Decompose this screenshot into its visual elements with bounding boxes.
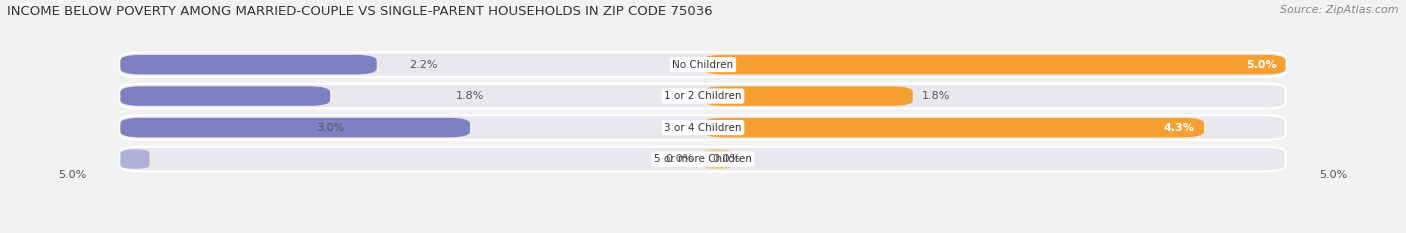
- Text: 5.0%: 5.0%: [1319, 171, 1347, 181]
- FancyBboxPatch shape: [121, 147, 1285, 171]
- FancyBboxPatch shape: [121, 55, 377, 74]
- FancyBboxPatch shape: [703, 118, 1204, 137]
- Text: 1.8%: 1.8%: [456, 91, 484, 101]
- Text: 4.3%: 4.3%: [1164, 123, 1195, 133]
- FancyBboxPatch shape: [121, 52, 1285, 77]
- Text: 3 or 4 Children: 3 or 4 Children: [664, 123, 742, 133]
- FancyBboxPatch shape: [703, 86, 912, 106]
- FancyBboxPatch shape: [703, 149, 733, 169]
- FancyBboxPatch shape: [703, 55, 1285, 74]
- Text: 0.0%: 0.0%: [713, 154, 741, 164]
- Text: No Children: No Children: [672, 60, 734, 70]
- Text: 5.0%: 5.0%: [59, 171, 87, 181]
- Text: 5.0%: 5.0%: [1246, 60, 1277, 70]
- Text: 0.0%: 0.0%: [665, 154, 693, 164]
- Text: 1.8%: 1.8%: [922, 91, 950, 101]
- FancyBboxPatch shape: [121, 84, 1285, 108]
- FancyBboxPatch shape: [121, 149, 149, 169]
- Text: 1 or 2 Children: 1 or 2 Children: [664, 91, 742, 101]
- FancyBboxPatch shape: [121, 118, 470, 137]
- Text: 2.2%: 2.2%: [409, 60, 437, 70]
- FancyBboxPatch shape: [121, 86, 330, 106]
- Text: Source: ZipAtlas.com: Source: ZipAtlas.com: [1281, 5, 1399, 15]
- Text: 5 or more Children: 5 or more Children: [654, 154, 752, 164]
- Text: 3.0%: 3.0%: [316, 123, 344, 133]
- Text: INCOME BELOW POVERTY AMONG MARRIED-COUPLE VS SINGLE-PARENT HOUSEHOLDS IN ZIP COD: INCOME BELOW POVERTY AMONG MARRIED-COUPL…: [7, 5, 713, 18]
- FancyBboxPatch shape: [121, 115, 1285, 140]
